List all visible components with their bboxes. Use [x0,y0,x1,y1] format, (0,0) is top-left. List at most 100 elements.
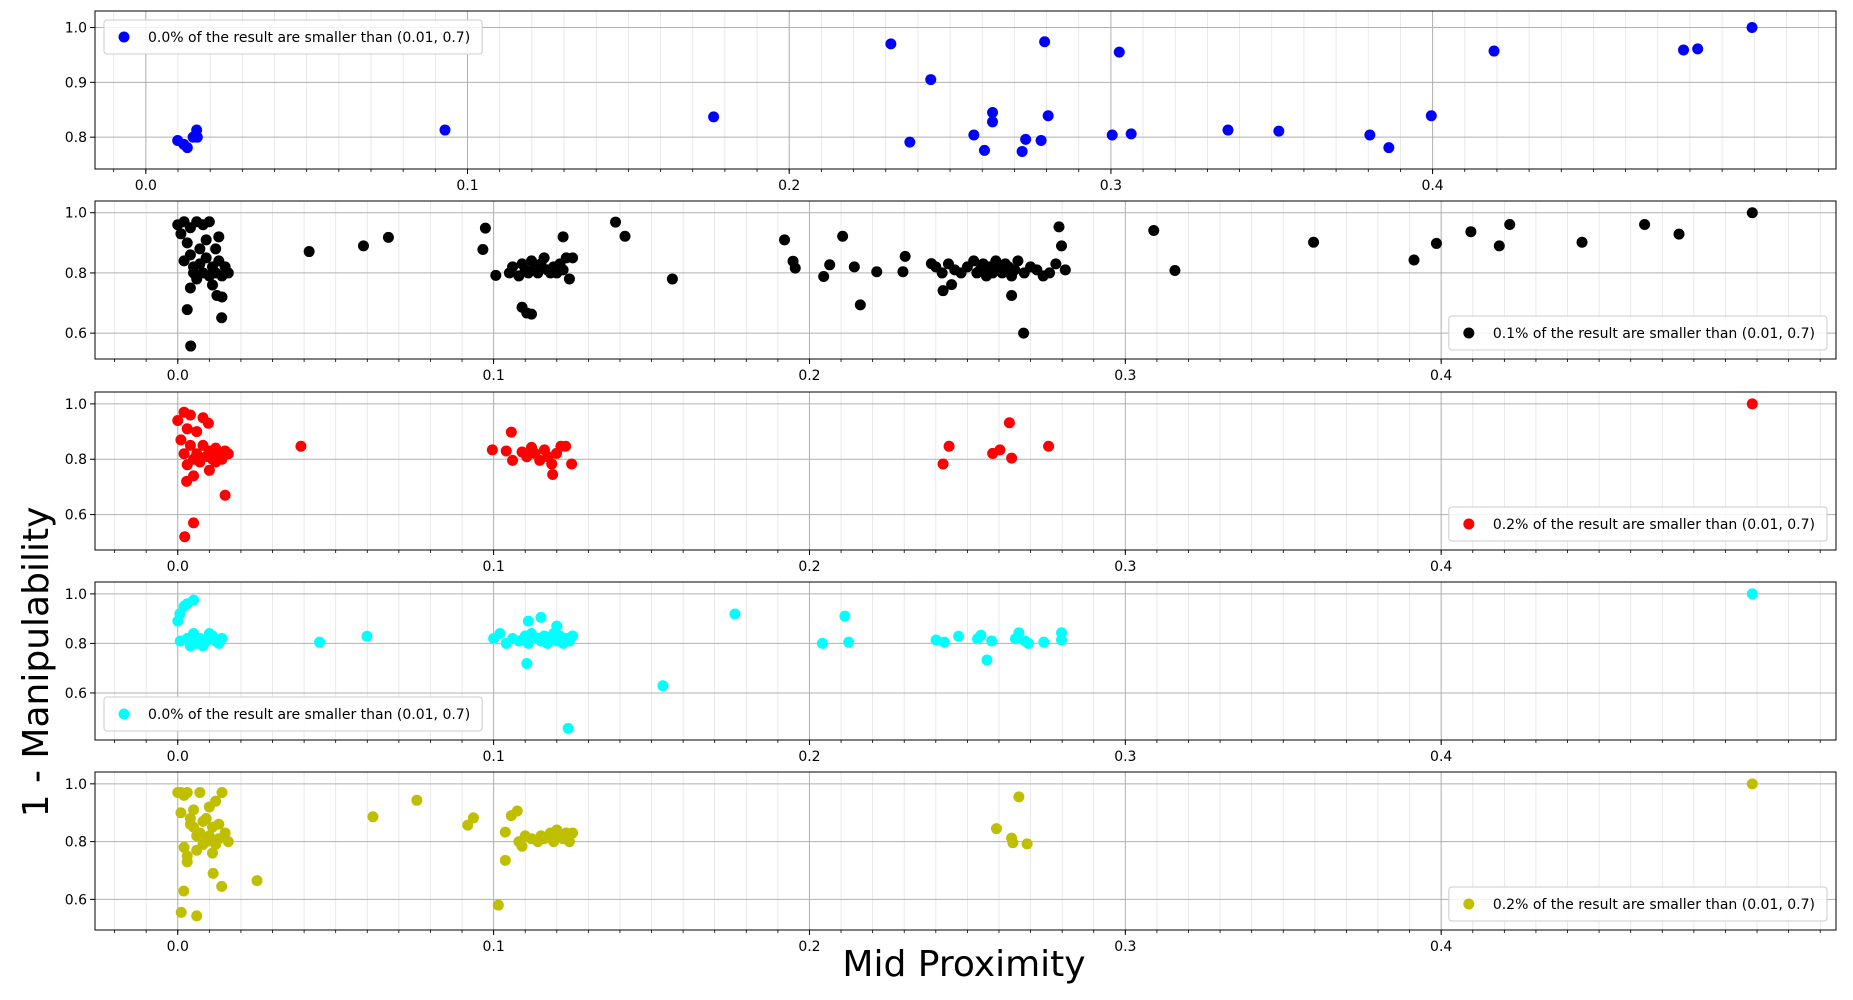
x-tick-label: 0.2 [798,939,820,955]
point [191,910,203,922]
point [1746,398,1758,410]
point [1042,110,1054,122]
point [1007,837,1019,849]
point [505,426,517,438]
point [178,448,190,460]
point [968,255,980,267]
x-tick-label: 0.3 [1100,178,1122,194]
x-tick-label: 0.2 [798,368,820,384]
point [522,637,534,649]
legend-box [1448,886,1828,922]
point [936,267,948,279]
point [848,261,860,273]
point [357,240,369,252]
point [987,106,999,118]
point [367,811,379,823]
point [184,282,196,294]
point [1364,129,1376,141]
point [181,787,193,799]
x-tick-label: 0.1 [456,178,478,194]
point [547,468,559,480]
point [532,267,544,279]
y-tick-label: 1.0 [65,206,87,222]
point [837,230,849,242]
point [1003,417,1015,429]
x-tick-label: 0.0 [167,559,189,575]
y-tick-label: 1.0 [65,587,87,603]
point [1169,265,1181,277]
x-tick-label: 0.0 [167,749,189,765]
point [203,216,215,228]
point [708,111,720,123]
axes-frame [94,771,1837,931]
point [216,632,228,644]
point [206,847,218,859]
point [500,445,512,457]
y-tick-label: 0.6 [65,508,87,524]
legend: 0.2% of the result are smaller than (0.0… [1448,506,1828,542]
point [181,142,193,154]
y-tick-label: 0.8 [65,130,87,146]
point [1038,636,1050,648]
point [526,308,538,320]
point [1016,145,1028,157]
point [188,804,200,816]
point [303,246,315,258]
legend-box [1448,315,1828,351]
point [1059,264,1071,276]
point [557,264,569,276]
point [185,340,197,352]
point [986,635,998,647]
point [194,787,206,799]
point [194,243,206,255]
point [567,630,579,642]
axes-frame [94,200,1837,360]
point [184,409,196,421]
point [904,136,916,148]
point [1043,440,1055,452]
x-tick-label: 0.1 [482,749,504,765]
y-tick-label: 0.8 [65,452,87,468]
point [1148,224,1160,236]
point [978,144,990,156]
point [1222,124,1234,136]
point [843,636,855,648]
point [181,237,193,249]
point [210,795,222,807]
point [172,415,184,427]
point [990,823,1002,835]
point [1044,267,1056,279]
x-tick-label: 0.1 [482,939,504,955]
point [871,266,883,278]
point [1009,264,1021,276]
legend-box [103,19,483,55]
point [211,289,223,301]
legend: 0.0% of the result are smaller than (0.0… [103,19,483,55]
point [566,458,578,470]
legend-label: 0.0% of the result are smaller than (0.0… [148,707,470,723]
y-tick-label: 1.0 [65,777,87,793]
point [946,279,958,291]
subplot: 0.0 0.1 0.2 0.3 0.4 0.6 0.8 1.0 0.1% of the resu… [65,200,1837,384]
point [492,899,504,911]
x-tick-label: 0.0 [167,368,189,384]
point [854,299,866,311]
point [499,826,511,838]
point [222,267,234,279]
point [1639,218,1651,230]
point [1012,255,1024,267]
point [1021,838,1033,850]
point [546,458,558,470]
point [1035,134,1047,146]
point [1125,128,1137,140]
point [562,722,574,734]
y-tick-label: 0.8 [65,266,87,282]
point [188,594,200,606]
point [1022,637,1034,649]
point [200,234,212,246]
subplot: 0.0 0.1 0.2 0.3 0.4 0.6 0.8 1.0 0.2% of the resu… [65,391,1837,575]
point [937,458,949,470]
point [1056,240,1068,252]
point [1006,452,1018,464]
